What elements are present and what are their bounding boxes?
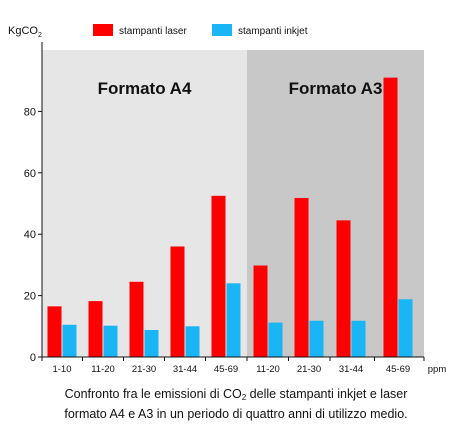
y-tick-label-40: 40 [24,229,36,241]
inkjet-bar-3 [144,329,159,357]
x-category-label-6: 11-20 [256,364,280,375]
x-category-label-9: 45-69 [386,364,410,375]
y-axis-label: KgCO2 [8,25,42,39]
x-category-label-4: 31-44 [173,364,197,375]
legend-swatch-laser [93,24,113,36]
caption-line1-after: delle stampanti inkjet e laser [246,387,408,401]
inkjet-bar-4 [185,326,200,357]
laser-bar-8 [336,220,351,357]
panel-title-2: Formato A3 [289,79,383,98]
legend-label-inkjet: stampanti inkjet [238,26,308,37]
laser-bar-1 [47,306,62,357]
laser-bar-2 [88,301,103,357]
x-category-label-8: 31-44 [339,364,363,375]
x-category-label-5: 45-69 [214,364,238,375]
inkjet-bar-7 [309,320,324,357]
axes [38,42,425,361]
legend-swatch-inkjet [212,24,232,36]
legend-label-laser: stampanti laser [119,26,187,37]
laser-bar-4 [170,246,185,357]
y-tick-label-60: 60 [24,168,36,180]
laser-bar-9 [383,77,398,357]
laser-bar-3 [129,281,144,357]
y-tick-label-0: 0 [30,352,36,364]
laser-bar-5 [211,195,226,357]
x-axis-label: ppm [428,364,447,375]
laser-bar-6 [253,265,268,357]
y-tick-label-20: 20 [24,291,36,303]
panel-title-1: Formato A4 [98,79,192,98]
x-category-label-7: 21-30 [297,364,321,375]
inkjet-bar-6 [268,322,283,357]
emissions-bar-chart: Formato A4 Formato A3 0 20 40 60 80 1-10 11-20 21… [8,24,446,375]
inkjet-bar-5 [226,283,241,357]
x-category-label-3: 21-30 [132,364,156,375]
caption-line1-sub: 2 [241,393,247,402]
inkjet-bar-9 [398,299,413,357]
chart-caption: Confronto fra le emissioni di CO2 delle … [20,386,452,423]
caption-line2: formato A4 e A3 in un periodo di quattro… [64,407,408,421]
labels: Formato A4 Formato A3 0 20 40 60 80 1-10 11-20 21… [8,24,446,375]
x-category-label-2: 11-20 [91,364,115,375]
inkjet-bar-8 [351,320,366,357]
inkjet-bar-1 [62,324,77,357]
y-tick-label-80: 80 [24,106,36,118]
laser-bar-7 [294,197,309,357]
inkjet-bar-2 [103,325,118,357]
bars [47,77,413,357]
x-category-label-1: 1-10 [52,364,71,375]
caption-line1-before: Confronto fra le emissioni di CO [64,387,242,401]
